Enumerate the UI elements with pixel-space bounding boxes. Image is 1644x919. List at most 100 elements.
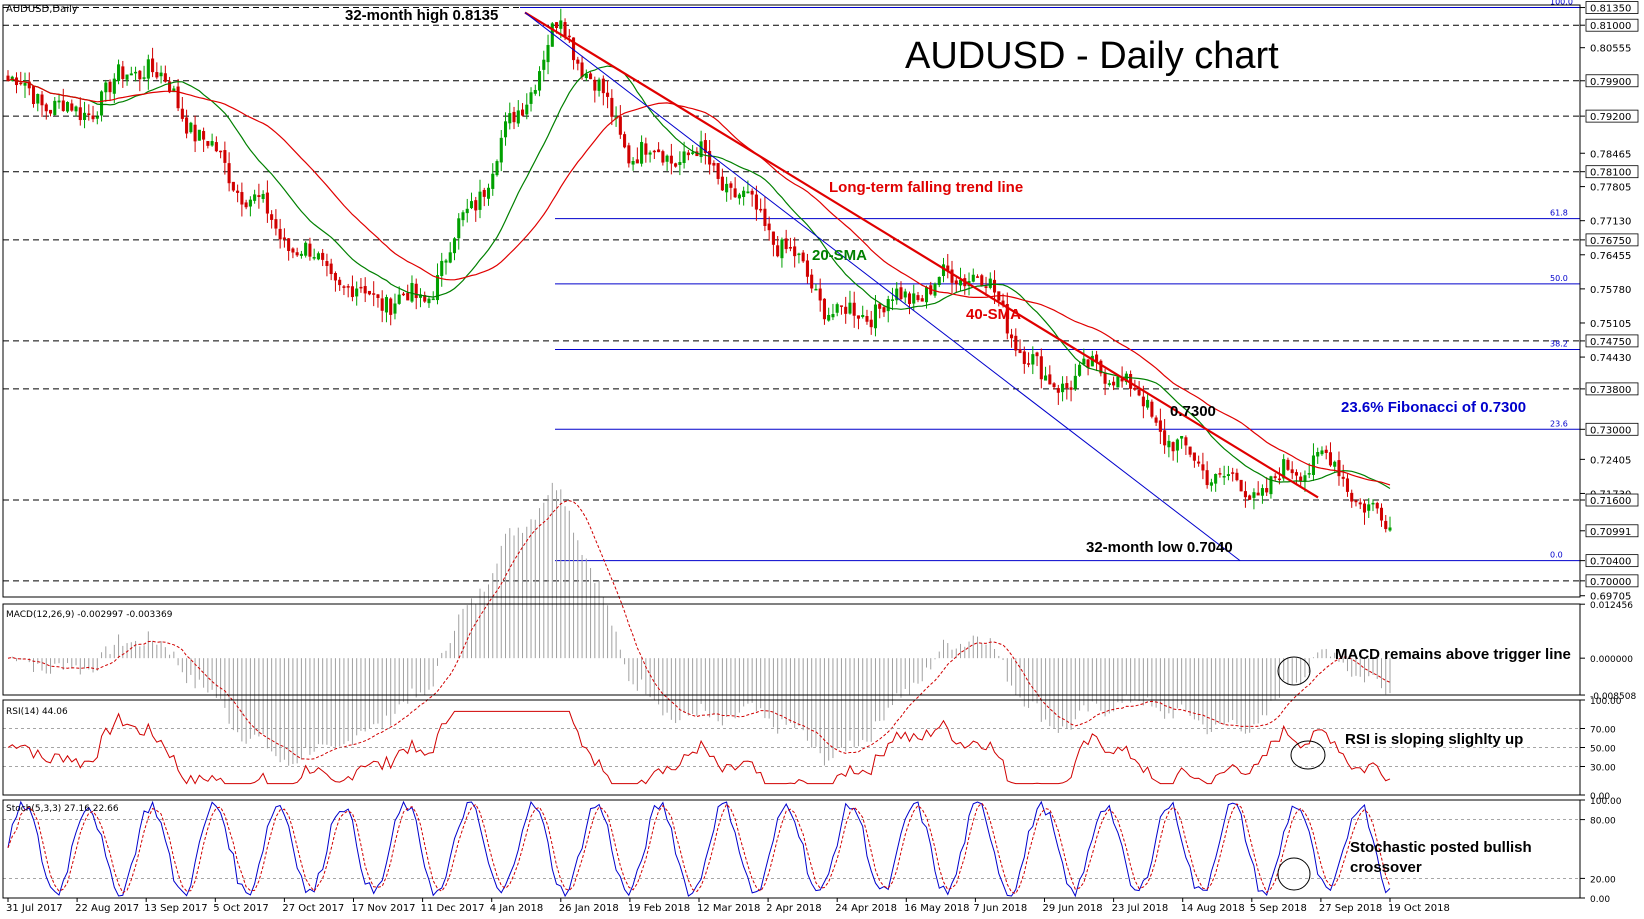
candle-body bbox=[244, 202, 248, 208]
candle-body bbox=[1260, 488, 1264, 496]
candle-body bbox=[1282, 459, 1286, 479]
candle-body bbox=[776, 245, 780, 257]
candle-body bbox=[423, 295, 427, 302]
price-tick-box bbox=[1585, 1, 1639, 14]
candle-body bbox=[461, 212, 465, 221]
candle-body bbox=[465, 208, 469, 214]
candle-body bbox=[91, 115, 95, 120]
candle-body bbox=[516, 110, 520, 124]
price-tick-box bbox=[1585, 334, 1639, 348]
candle-body bbox=[1248, 495, 1252, 500]
stoch-tick-label: 20.00 bbox=[1590, 875, 1616, 885]
candle-body bbox=[631, 161, 635, 165]
candle-body bbox=[1316, 452, 1320, 457]
candle-body bbox=[1205, 470, 1209, 486]
candle-body bbox=[210, 141, 214, 146]
candle-body bbox=[1256, 492, 1260, 496]
candle-body bbox=[478, 191, 482, 210]
candle-body bbox=[363, 286, 367, 294]
price-tick-label: 0.79200 bbox=[1590, 112, 1631, 123]
candle-body bbox=[176, 86, 180, 109]
price-tick-label: 0.70000 bbox=[1590, 577, 1631, 588]
candle-body bbox=[346, 286, 350, 288]
candle-body bbox=[546, 44, 550, 63]
macd-tick-label: -0.008508 bbox=[1590, 692, 1636, 702]
candle-body bbox=[618, 116, 622, 135]
level-annotation: 0.7300 bbox=[1170, 403, 1216, 420]
candle-body bbox=[950, 269, 954, 283]
candle-body bbox=[584, 73, 588, 79]
candle-body bbox=[580, 62, 584, 78]
candle-body bbox=[261, 193, 265, 199]
candle-body bbox=[1311, 455, 1315, 475]
candle-body bbox=[784, 238, 788, 250]
candle-body bbox=[771, 231, 775, 245]
candle-body bbox=[1010, 334, 1014, 339]
candle-body bbox=[801, 252, 805, 262]
price-tick-box bbox=[1585, 165, 1639, 179]
candle-body bbox=[1324, 449, 1328, 453]
price-tick-box bbox=[1585, 74, 1639, 88]
x-tick-label: 29 Jun 2018 bbox=[1043, 903, 1103, 914]
candle-body bbox=[138, 70, 142, 80]
candle-body bbox=[193, 124, 197, 142]
stoch-tick-label: 100.00 bbox=[1590, 797, 1622, 807]
candle-body bbox=[219, 150, 223, 153]
candle-body bbox=[742, 190, 746, 198]
price-tick-box bbox=[1585, 382, 1639, 396]
low-annotation: 32-month low 0.7040 bbox=[1086, 539, 1233, 556]
candle-body bbox=[1056, 388, 1060, 393]
candle-body bbox=[231, 181, 235, 191]
candle-body bbox=[1192, 452, 1196, 461]
candle-body bbox=[567, 35, 571, 38]
candle-body bbox=[338, 279, 342, 286]
candle-body bbox=[397, 294, 401, 304]
candle-body bbox=[180, 108, 184, 119]
candle-body bbox=[83, 112, 87, 120]
candle-body bbox=[538, 71, 542, 91]
candle-body bbox=[48, 109, 53, 114]
candle-body bbox=[797, 253, 801, 256]
candle-body bbox=[937, 276, 941, 286]
candle-body bbox=[36, 94, 40, 104]
candle-body bbox=[1044, 375, 1048, 381]
candle-body bbox=[822, 298, 826, 320]
macd-label: MACD(12,26,9) -0.002997 -0.003369 bbox=[6, 610, 173, 620]
macd-signal-line bbox=[7, 500, 1391, 760]
candle-body bbox=[593, 79, 597, 91]
candle-body bbox=[499, 137, 503, 163]
candle-body bbox=[40, 94, 44, 106]
candle-body bbox=[295, 252, 299, 256]
price-tick-box bbox=[1585, 18, 1639, 32]
candle-body bbox=[1014, 335, 1018, 351]
candle-body bbox=[299, 253, 303, 256]
candle-body bbox=[1188, 446, 1192, 455]
macd-tick-label: 0.012456 bbox=[1590, 601, 1633, 611]
fibonacci-label: 50.0 bbox=[1550, 274, 1568, 283]
candle-body bbox=[1362, 503, 1367, 513]
chart-title: AUDUSD - Daily chart bbox=[905, 35, 1279, 77]
candle-body bbox=[831, 314, 835, 318]
stoch-main-line bbox=[7, 800, 1391, 898]
candle-body bbox=[304, 242, 308, 256]
candle-body bbox=[270, 214, 274, 220]
candle-body bbox=[380, 298, 384, 311]
candle-body bbox=[1320, 450, 1324, 455]
candle-body bbox=[452, 238, 457, 254]
candle-body bbox=[359, 286, 363, 289]
candle-body bbox=[886, 299, 890, 312]
candle-body bbox=[691, 152, 695, 154]
candle-body bbox=[197, 129, 201, 141]
candle-body bbox=[699, 141, 703, 158]
candle-body bbox=[117, 64, 121, 81]
candle-body bbox=[1209, 482, 1213, 486]
candle-body bbox=[474, 200, 478, 211]
price-tick-box bbox=[1585, 574, 1639, 588]
candle-body bbox=[503, 121, 508, 138]
candle-body bbox=[253, 194, 257, 201]
candle-body bbox=[882, 307, 886, 313]
candle-body bbox=[87, 113, 91, 116]
candle-body bbox=[1112, 381, 1116, 386]
x-tick-label: 2 Apr 2018 bbox=[766, 903, 821, 914]
candle-body bbox=[856, 315, 860, 319]
